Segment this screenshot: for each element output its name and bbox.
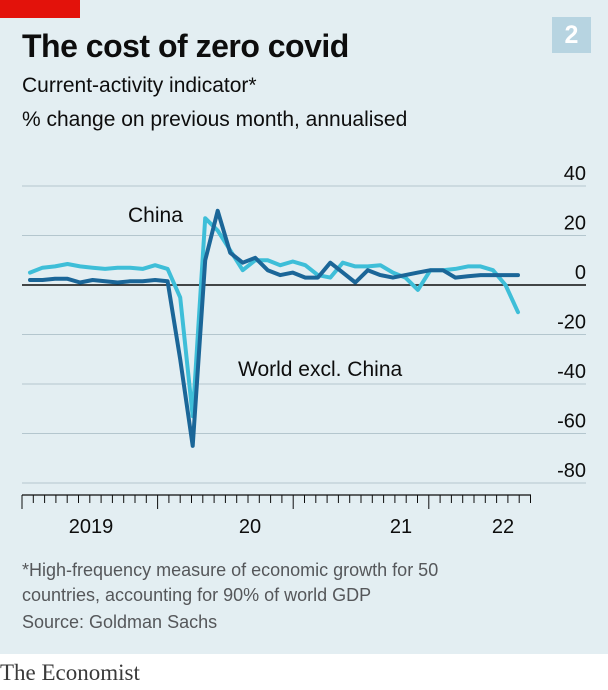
- chart-subtitle: Current-activity indicator*: [22, 74, 257, 97]
- chart-number-badge: 2: [552, 17, 591, 53]
- y-tick-label: -60: [557, 411, 586, 433]
- china-series-line: [28, 216, 520, 419]
- y-tick-label: -40: [557, 361, 586, 383]
- series-labels: China World excl. China: [128, 204, 402, 381]
- unit-label: % change on previous month, annualised: [22, 108, 408, 131]
- gridlines: [22, 185, 586, 484]
- chart-title: The cost of zero covid: [22, 28, 349, 64]
- x-tick-label: 21: [390, 516, 412, 538]
- y-tick-label: 40: [564, 163, 586, 185]
- brand-red-tag: [0, 0, 80, 18]
- line-chart: 40 20 0 -20 -40 -60 -80 2019 20 21 22 China World …: [21, 163, 586, 538]
- x-tick-label: 20: [239, 516, 261, 538]
- y-tick-label: 0: [575, 262, 586, 284]
- footnote-line-1: *High-frequency measure of economic grow…: [22, 560, 439, 580]
- x-axis: 2019 20 21 22: [21, 494, 531, 538]
- y-tick-label: -80: [557, 460, 586, 482]
- y-tick-labels: 40 20 0 -20 -40 -60 -80: [557, 163, 586, 482]
- x-tick-label: 2019: [69, 516, 114, 538]
- chart-panel: [0, 0, 608, 654]
- footnote: *High-frequency measure of economic grow…: [22, 558, 582, 608]
- footnote-line-2: countries, accounting for 90% of world G…: [22, 585, 372, 605]
- y-tick-label: 20: [564, 213, 586, 235]
- world-series-label: World excl. China: [238, 358, 402, 381]
- y-tick-label: -20: [557, 312, 586, 334]
- x-tick-label: 22: [492, 516, 514, 538]
- brand-logo: The Economist: [0, 660, 140, 685]
- source-note: Source: Goldman Sachs: [22, 612, 218, 632]
- series-lines: [28, 208, 520, 448]
- world-series-line: [28, 208, 520, 448]
- china-series-label: China: [128, 204, 183, 227]
